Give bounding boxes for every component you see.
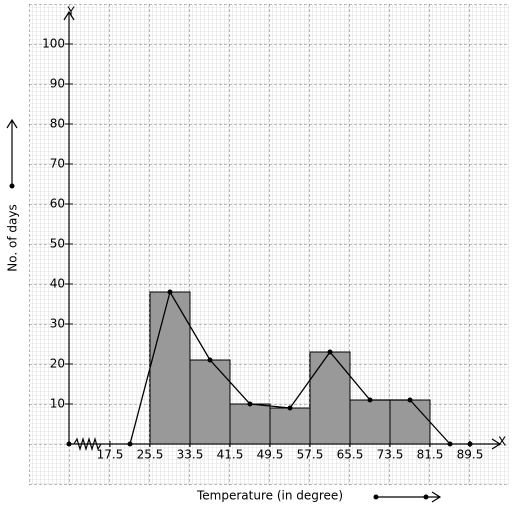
x-tick-label: 57.5 [297,448,324,462]
polygon-point [207,357,213,363]
y-tick-label: 40 [50,277,65,291]
y-tick-label: 10 [50,397,65,411]
y-tick-label: 30 [50,317,65,331]
x-tick-label: 41.5 [217,448,244,462]
polygon-point [247,401,253,407]
bar [269,407,311,445]
polygon-point [287,405,293,411]
y-axis-name: Y [66,5,75,19]
polygon-point [167,289,173,295]
polygon-point [367,397,373,403]
polygon-point [407,397,413,403]
y-tick-label: 70 [50,157,65,171]
polygon-point [327,349,333,355]
x-axis-name: X [498,435,506,449]
bar [189,359,231,445]
x-tick-label: 65.5 [337,448,364,462]
x-tick-label: 49.5 [257,448,284,462]
y-tick-label: 100 [42,37,65,51]
y-tick-label: 60 [50,197,65,211]
x-tick-label: 25.5 [137,448,164,462]
bar [389,399,431,445]
bar [309,351,351,445]
y-tick-label: 90 [50,77,65,91]
y-axis-title: No. of days [6,204,20,271]
y-tick-label: 80 [50,117,65,131]
x-tick-label: 81.5 [417,448,444,462]
graph-paper [29,4,509,485]
y-tick-label: 20 [50,357,65,371]
x-axis-title: Temperature (in degree) [196,489,343,503]
x-tick-label: 89.5 [457,448,484,462]
polygon-point [127,441,133,447]
x-tick-label: 17.5 [97,448,124,462]
bar [229,403,271,445]
bar [349,399,391,445]
polygon-point [447,441,453,447]
y-tick-label: 50 [50,237,65,251]
x-tick-label: 73.5 [377,448,404,462]
x-tick-label: 33.5 [177,448,204,462]
decor-dots [9,183,473,500]
